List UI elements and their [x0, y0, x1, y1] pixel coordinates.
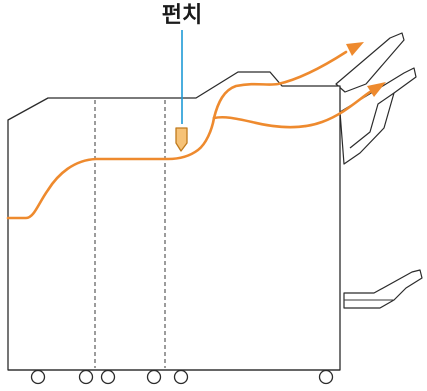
caster-wheel-icon	[173, 369, 189, 385]
paper-path-upper	[212, 50, 348, 120]
upper-output-tray	[335, 32, 405, 93]
caster-wheel-icon	[146, 369, 162, 385]
punch-label: 펀치	[161, 3, 203, 28]
lower-output-tray	[343, 269, 423, 309]
middle-tray-fold	[349, 92, 395, 149]
finisher-body	[7, 71, 341, 371]
caster-wheel-icon	[100, 369, 116, 385]
caster-wheel-icon	[30, 369, 46, 385]
arrow-icon	[367, 82, 386, 97]
punch-unit-icon	[175, 127, 188, 152]
caster-wheel-icon	[78, 369, 94, 385]
paper-path-lower	[212, 90, 372, 129]
paper-path-main	[6, 116, 216, 220]
arrow-icon	[346, 42, 364, 56]
caster-wheel-icon	[318, 369, 334, 385]
